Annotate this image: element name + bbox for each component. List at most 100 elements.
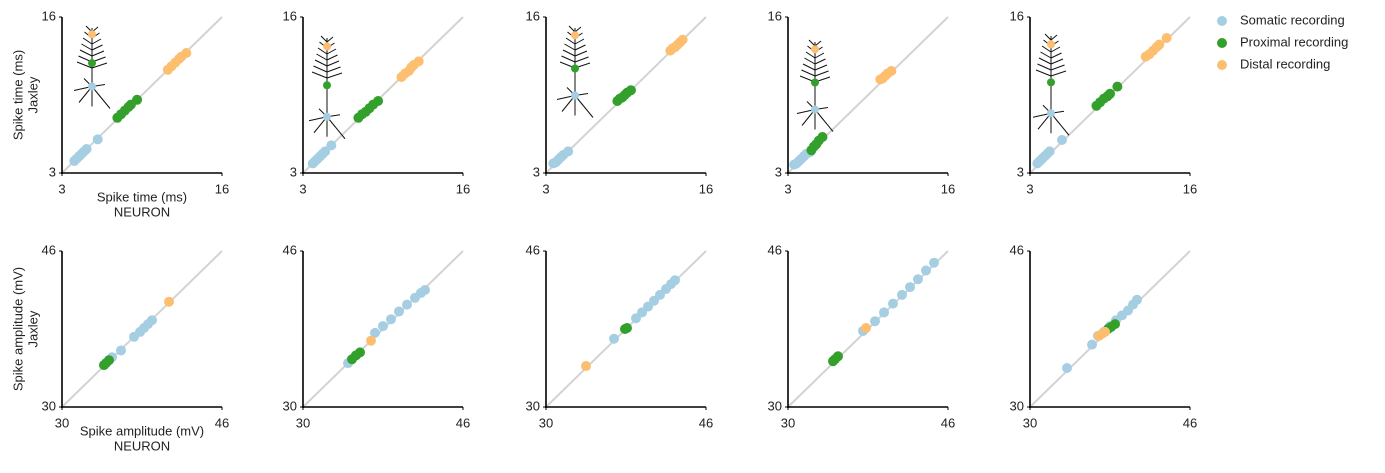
y-tick-label: 3 (290, 164, 297, 179)
y-tick-label: 16 (283, 8, 297, 23)
data-point (147, 315, 157, 325)
proximal-marker (811, 79, 819, 87)
data-point (861, 323, 871, 333)
y-axis-label: Spike amplitude (mV) (10, 267, 25, 391)
soma-marker (571, 92, 579, 100)
y-tick-label: 30 (283, 398, 297, 413)
panel: 316316 (1010, 8, 1198, 196)
y-axis-label: Spike time (ms) (10, 50, 25, 140)
proximal-marker (88, 59, 96, 67)
distal-marker (571, 31, 579, 39)
x-tick-label: 30 (539, 415, 553, 430)
y-tick-label: 30 (42, 398, 56, 413)
data-point (1100, 327, 1110, 337)
y-tick-label: 3 (533, 164, 540, 179)
y-tick-label: 46 (42, 242, 56, 257)
neuron-branches (74, 26, 110, 109)
y-tick-label: 16 (768, 8, 782, 23)
data-point (378, 321, 388, 331)
data-point (93, 134, 103, 144)
y-tick-label: 30 (1010, 398, 1024, 413)
panel: 316316Spike time (ms)NEURONSpike time (m… (10, 8, 229, 219)
panel: 30 46 30 46 (283, 242, 471, 430)
neuron-morphology (74, 26, 110, 109)
proximal-marker (323, 81, 331, 89)
data-point (1062, 363, 1072, 373)
data-point (921, 266, 931, 276)
data-point (1045, 146, 1055, 156)
legend-label: Distal recording (1240, 56, 1330, 71)
soma-marker (88, 83, 96, 91)
x-tick-label: 46 (1183, 415, 1197, 430)
data-point (355, 347, 365, 357)
data-point (1105, 89, 1115, 99)
data-point (833, 351, 843, 361)
x-tick-label: 16 (215, 181, 229, 196)
data-point (563, 146, 573, 156)
data-point (622, 323, 632, 333)
distal-marker (1047, 40, 1055, 48)
y-tick-label: 16 (1010, 8, 1024, 23)
data-point (1057, 135, 1067, 145)
data-point (373, 96, 383, 106)
legend-marker (1217, 60, 1227, 70)
data-point (420, 285, 430, 295)
x-axis-label: Spike time (ms) (97, 189, 187, 204)
neuron-morphology (797, 40, 833, 132)
data-point (888, 299, 898, 309)
y-tick-label: 30 (768, 398, 782, 413)
data-point (1132, 295, 1142, 305)
y-tick-label: 46 (526, 242, 540, 257)
x-tick-label: 46 (699, 415, 713, 430)
data-point (104, 355, 114, 365)
x-axis-label: Spike amplitude (mV) (80, 423, 204, 438)
data-point (164, 297, 174, 307)
data-point (181, 48, 191, 58)
legend-marker (1217, 16, 1227, 26)
data-point (929, 258, 939, 268)
panel: 30 46 30 46 (1010, 242, 1198, 430)
x-tick-label: 30 (1023, 415, 1037, 430)
data-point (394, 306, 404, 316)
x-tick-label: 3 (542, 181, 549, 196)
soma-marker (323, 113, 331, 121)
data-point (82, 144, 92, 154)
x-tick-label: 3 (784, 181, 791, 196)
x-tick-label: 3 (58, 181, 65, 196)
x-tick-label: 16 (1183, 181, 1197, 196)
y-tick-label: 3 (49, 164, 56, 179)
data-point (905, 282, 915, 292)
legend-marker (1217, 38, 1227, 48)
data-point (402, 300, 412, 310)
y-tick-label: 16 (42, 8, 56, 23)
x-tick-label: 46 (456, 415, 470, 430)
distal-marker (811, 45, 819, 53)
y-tick-label: 46 (283, 242, 297, 257)
data-point (1087, 340, 1097, 350)
proximal-marker (571, 65, 579, 73)
x-tick-label: 3 (299, 181, 306, 196)
x-axis-label: NEURON (114, 438, 170, 453)
y-tick-label: 3 (1017, 164, 1024, 179)
legend-label: Proximal recording (1240, 34, 1348, 49)
data-point (326, 140, 336, 150)
distal-marker (88, 30, 96, 38)
data-point (626, 85, 636, 95)
proximal-marker (1047, 78, 1055, 86)
x-tick-label: 46 (941, 415, 955, 430)
x-tick-label: 30 (296, 415, 310, 430)
data-point (817, 132, 827, 142)
panel: 30463046Spike amplitude (mV)NEURONSpike … (10, 242, 229, 453)
data-point (414, 56, 424, 66)
neuron-morphology (557, 26, 593, 118)
x-axis-label: NEURON (114, 204, 170, 219)
x-tick-label: 16 (941, 181, 955, 196)
y-tick-label: 46 (1010, 242, 1024, 257)
data-point (386, 314, 396, 324)
x-tick-label: 16 (699, 181, 713, 196)
data-point (897, 290, 907, 300)
soma-marker (1047, 109, 1055, 117)
